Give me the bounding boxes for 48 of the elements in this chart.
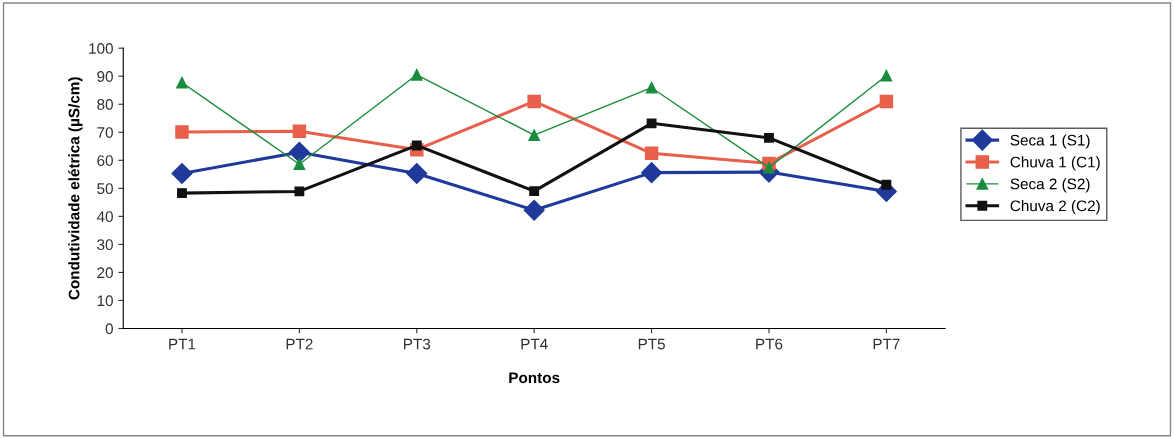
x-tick-label: PT1 xyxy=(169,338,196,350)
y-axis-title: Condutividade elétrica (µS/cm) xyxy=(68,77,83,300)
point xyxy=(646,118,657,129)
y-tick-label: 50 xyxy=(97,183,113,195)
legend-label: Chuva 1 (C1) xyxy=(1010,156,1100,171)
point xyxy=(641,162,663,184)
x-tick-label: PT7 xyxy=(873,338,900,350)
legend-label: Seca 1 (S1) xyxy=(1010,134,1090,149)
y-tick-label: 30 xyxy=(97,239,113,251)
point xyxy=(529,186,540,197)
legend-label: Chuva 2 (C2) xyxy=(1010,200,1100,215)
point xyxy=(292,124,307,138)
y-tick-label: 20 xyxy=(97,267,113,279)
point xyxy=(644,146,659,161)
point xyxy=(764,132,774,143)
y-tick-label: 90 xyxy=(97,71,113,82)
y-tick-label: 0 xyxy=(105,323,113,335)
x-tick-label: PT3 xyxy=(404,338,431,350)
point xyxy=(881,179,892,190)
point xyxy=(411,140,422,151)
point xyxy=(176,76,188,89)
x-tick-label: PT5 xyxy=(638,338,665,350)
legend-label: Seca 2 (S2) xyxy=(1010,178,1090,193)
point xyxy=(527,94,541,109)
point xyxy=(171,162,193,184)
y-tick-label: 80 xyxy=(97,99,113,110)
y-tick-label: 70 xyxy=(97,127,113,138)
point xyxy=(288,141,310,163)
x-tick-label: PT6 xyxy=(756,338,783,350)
y-tick-label: 60 xyxy=(97,155,113,166)
point xyxy=(175,125,189,139)
y-tick-label: 40 xyxy=(96,211,113,223)
point xyxy=(528,129,541,141)
x-tick-label: PT2 xyxy=(286,338,313,350)
point xyxy=(293,158,306,171)
point xyxy=(294,186,305,197)
x-tick-label: PT4 xyxy=(521,338,548,350)
point xyxy=(879,94,894,109)
point xyxy=(177,188,187,199)
y-tick-label: 10 xyxy=(97,295,113,307)
point xyxy=(523,199,545,221)
point xyxy=(645,81,658,94)
point xyxy=(880,69,893,82)
x-axis-title: Pontos xyxy=(509,372,560,384)
y-tick-label: 100 xyxy=(89,43,113,54)
point xyxy=(406,162,428,184)
point xyxy=(763,161,775,174)
point xyxy=(410,68,423,81)
